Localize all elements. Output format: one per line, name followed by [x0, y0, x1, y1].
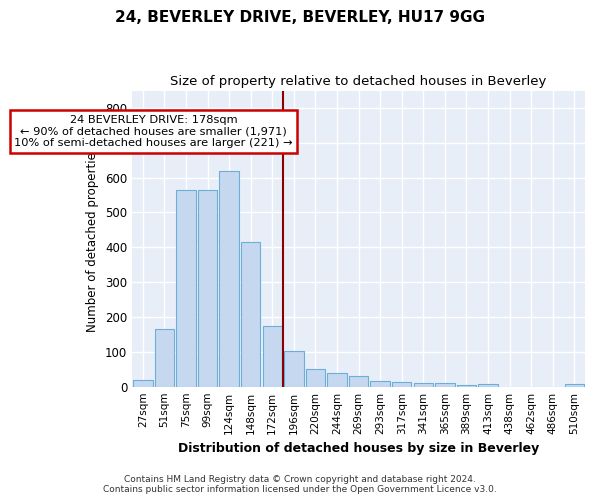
X-axis label: Distribution of detached houses by size in Beverley: Distribution of detached houses by size … — [178, 442, 539, 455]
Bar — [435, 383, 455, 386]
Bar — [457, 385, 476, 386]
Bar — [198, 190, 217, 386]
Bar — [263, 326, 282, 386]
Bar — [155, 329, 174, 386]
Bar — [306, 368, 325, 386]
Title: Size of property relative to detached houses in Beverley: Size of property relative to detached ho… — [170, 75, 547, 88]
Bar — [565, 384, 584, 386]
Bar — [478, 384, 497, 386]
Bar — [349, 376, 368, 386]
Bar — [284, 351, 304, 386]
Bar — [413, 383, 433, 386]
Bar — [392, 382, 412, 386]
Text: Contains HM Land Registry data © Crown copyright and database right 2024.
Contai: Contains HM Land Registry data © Crown c… — [103, 474, 497, 494]
Bar — [133, 380, 152, 386]
Bar — [370, 382, 390, 386]
Bar — [220, 170, 239, 386]
Bar — [241, 242, 260, 386]
Text: 24 BEVERLEY DRIVE: 178sqm
← 90% of detached houses are smaller (1,971)
10% of se: 24 BEVERLEY DRIVE: 178sqm ← 90% of detac… — [14, 115, 293, 148]
Text: 24, BEVERLEY DRIVE, BEVERLEY, HU17 9GG: 24, BEVERLEY DRIVE, BEVERLEY, HU17 9GG — [115, 10, 485, 25]
Bar — [176, 190, 196, 386]
Y-axis label: Number of detached properties: Number of detached properties — [86, 146, 100, 332]
Bar — [327, 372, 347, 386]
